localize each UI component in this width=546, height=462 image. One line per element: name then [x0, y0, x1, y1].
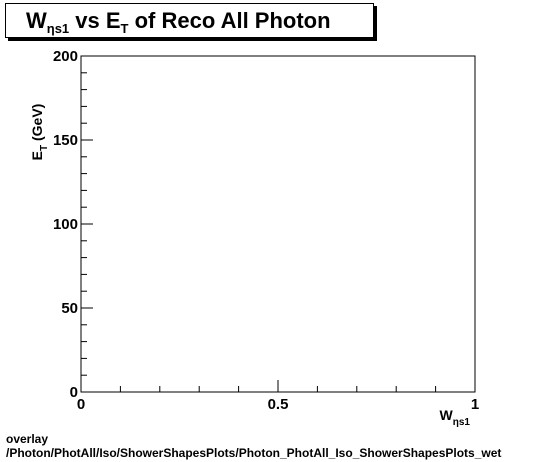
x-tick-label: 0 — [77, 396, 85, 413]
y-tick-label: 0 — [70, 384, 78, 401]
chart-title-box: Wηs1 vs ET of Reco All Photon — [5, 3, 374, 38]
footer-path: overlay /Photon/PhotAll/Iso/ShowerShapes… — [6, 432, 546, 460]
y-tick-label: 50 — [61, 300, 78, 317]
y-tick-label: 150 — [53, 132, 78, 149]
y-tick-label: 100 — [53, 216, 78, 233]
y-axis-ticks — [81, 55, 93, 393]
x-axis-tick-labels: 0 0.5 1 — [77, 396, 479, 413]
footer-line-1: overlay — [6, 432, 49, 446]
y-axis-label: ET (GeV) — [29, 104, 50, 161]
chart-title: Wηs1 vs ET of Reco All Photon — [26, 8, 331, 36]
y-axis-tick-labels: 0 50 100 150 200 — [53, 48, 78, 401]
footer-line-2: /Photon/PhotAll/Iso/ShowerShapesPlots/Ph… — [6, 446, 502, 460]
plot-frame — [80, 55, 476, 393]
x-axis-label: Wηs1 — [440, 407, 471, 428]
x-tick-label: 1 — [471, 396, 479, 413]
x-axis-ticks — [80, 380, 476, 392]
x-tick-label: 0.5 — [268, 396, 289, 413]
y-tick-label: 200 — [53, 48, 78, 65]
